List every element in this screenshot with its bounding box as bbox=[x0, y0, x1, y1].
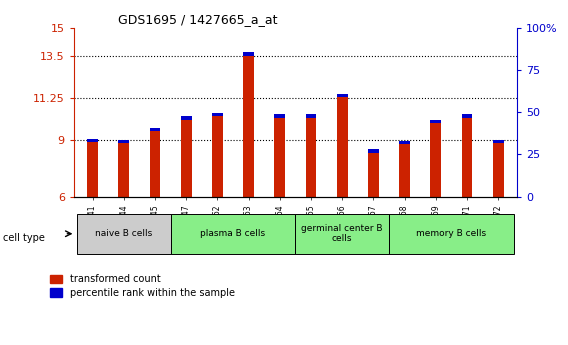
Bar bbox=[87, 142, 98, 197]
Text: cell type: cell type bbox=[3, 233, 45, 243]
Bar bbox=[181, 120, 191, 197]
Bar bbox=[295, 214, 389, 254]
Bar bbox=[306, 118, 316, 197]
Bar bbox=[337, 94, 348, 97]
Bar bbox=[118, 140, 130, 143]
Bar bbox=[170, 214, 295, 254]
Text: germinal center B
cells: germinal center B cells bbox=[302, 224, 383, 244]
Text: naive B cells: naive B cells bbox=[95, 229, 152, 238]
Bar bbox=[492, 143, 504, 197]
Bar bbox=[431, 124, 441, 197]
Bar bbox=[461, 115, 473, 118]
Bar bbox=[212, 116, 223, 197]
Bar bbox=[461, 118, 473, 197]
Text: GDS1695 / 1427665_a_at: GDS1695 / 1427665_a_at bbox=[118, 13, 278, 27]
Bar bbox=[149, 128, 160, 131]
Bar bbox=[399, 141, 410, 144]
Text: plasma B cells: plasma B cells bbox=[201, 229, 265, 238]
Bar bbox=[274, 118, 285, 197]
Bar bbox=[274, 115, 285, 118]
Bar bbox=[87, 139, 98, 142]
Text: memory B cells: memory B cells bbox=[416, 229, 486, 238]
Bar bbox=[243, 56, 254, 197]
Bar bbox=[389, 214, 514, 254]
Bar bbox=[149, 131, 160, 197]
Bar bbox=[77, 214, 170, 254]
Bar bbox=[118, 143, 130, 197]
Bar bbox=[492, 140, 504, 143]
Legend: transformed count, percentile rank within the sample: transformed count, percentile rank withi… bbox=[51, 274, 235, 298]
Bar bbox=[399, 144, 410, 197]
Bar bbox=[368, 152, 379, 197]
Bar bbox=[306, 115, 316, 118]
Bar bbox=[181, 116, 191, 120]
Bar bbox=[431, 120, 441, 124]
Bar bbox=[212, 112, 223, 116]
Bar bbox=[243, 52, 254, 56]
Bar bbox=[368, 149, 379, 152]
Bar bbox=[337, 97, 348, 197]
